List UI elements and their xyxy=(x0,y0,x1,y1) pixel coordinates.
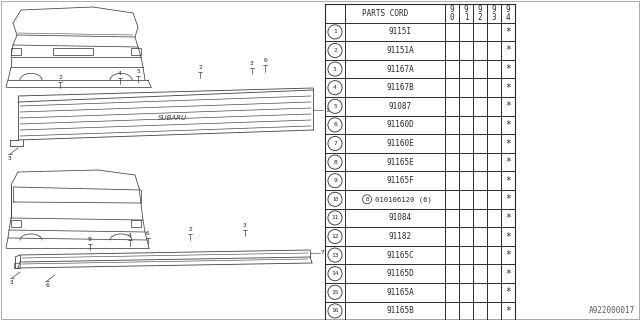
Circle shape xyxy=(328,62,342,76)
Text: 91165B: 91165B xyxy=(386,307,414,316)
Text: 6: 6 xyxy=(45,283,49,288)
Text: 91087: 91087 xyxy=(388,102,412,111)
Text: 9
3: 9 3 xyxy=(492,5,496,22)
Text: 6: 6 xyxy=(263,58,267,63)
Text: 3: 3 xyxy=(243,223,247,228)
Text: 91167B: 91167B xyxy=(386,83,414,92)
Circle shape xyxy=(328,304,342,318)
Circle shape xyxy=(362,195,371,204)
Text: *: * xyxy=(505,27,511,37)
Text: 91151A: 91151A xyxy=(386,46,414,55)
Text: 15: 15 xyxy=(332,290,339,295)
Text: 7: 7 xyxy=(333,141,337,146)
Text: *: * xyxy=(505,101,511,111)
Circle shape xyxy=(328,211,342,225)
Text: 9: 9 xyxy=(88,237,92,242)
Circle shape xyxy=(328,192,342,206)
Text: 9
0: 9 0 xyxy=(450,5,454,22)
Text: 91182: 91182 xyxy=(388,232,412,241)
Bar xyxy=(131,48,141,55)
Text: 2: 2 xyxy=(198,65,202,70)
Circle shape xyxy=(328,99,342,113)
Text: 9
1: 9 1 xyxy=(464,5,468,22)
Text: *: * xyxy=(505,306,511,316)
Text: 4: 4 xyxy=(128,233,132,238)
Circle shape xyxy=(328,248,342,262)
Text: 9115I: 9115I xyxy=(388,28,412,36)
Bar xyxy=(11,48,21,55)
Circle shape xyxy=(328,285,342,300)
Bar xyxy=(11,220,21,227)
Bar xyxy=(131,220,141,227)
Text: 1: 1 xyxy=(325,108,329,113)
Text: 010106120 (6): 010106120 (6) xyxy=(374,196,431,203)
Text: 9
2: 9 2 xyxy=(477,5,483,22)
Text: 91165D: 91165D xyxy=(386,269,414,278)
Text: *: * xyxy=(505,194,511,204)
Text: *: * xyxy=(505,139,511,148)
Text: 91167A: 91167A xyxy=(386,65,414,74)
Text: 91165F: 91165F xyxy=(386,176,414,185)
Text: *: * xyxy=(505,157,511,167)
Text: 3: 3 xyxy=(250,61,254,66)
Text: 8: 8 xyxy=(333,160,337,164)
Text: *: * xyxy=(505,213,511,223)
Circle shape xyxy=(328,118,342,132)
Bar xyxy=(14,263,20,268)
Text: 10: 10 xyxy=(332,197,338,202)
Text: A922000017: A922000017 xyxy=(589,306,635,315)
Text: *: * xyxy=(505,250,511,260)
Text: SUBARU: SUBARU xyxy=(159,115,188,121)
Bar xyxy=(53,48,93,55)
Text: 7: 7 xyxy=(321,251,324,255)
Text: 91084: 91084 xyxy=(388,213,412,222)
Text: 6: 6 xyxy=(333,122,337,127)
Text: B: B xyxy=(365,197,369,202)
Text: 5: 5 xyxy=(333,104,337,109)
Text: *: * xyxy=(505,64,511,74)
Text: 13: 13 xyxy=(332,252,339,258)
Text: 91160E: 91160E xyxy=(386,139,414,148)
Circle shape xyxy=(328,174,342,188)
Circle shape xyxy=(328,25,342,39)
Text: 2: 2 xyxy=(188,227,192,232)
Text: 12: 12 xyxy=(332,234,339,239)
Circle shape xyxy=(328,44,342,58)
Circle shape xyxy=(328,267,342,281)
Text: 3: 3 xyxy=(10,280,14,285)
Text: 4: 4 xyxy=(333,85,337,90)
Text: *: * xyxy=(505,176,511,186)
Text: 6: 6 xyxy=(146,231,150,236)
Circle shape xyxy=(328,81,342,95)
Circle shape xyxy=(328,155,342,169)
Text: 11: 11 xyxy=(332,215,339,220)
Text: 91165E: 91165E xyxy=(386,158,414,167)
Bar xyxy=(325,4,515,320)
Text: PARTS CORD: PARTS CORD xyxy=(362,9,408,18)
Text: *: * xyxy=(505,120,511,130)
Text: 5: 5 xyxy=(136,69,140,74)
Text: 4: 4 xyxy=(118,71,122,76)
Text: 9
4: 9 4 xyxy=(506,5,510,22)
Text: 2: 2 xyxy=(58,75,62,80)
Text: *: * xyxy=(505,45,511,55)
Text: 14: 14 xyxy=(332,271,339,276)
Text: 2: 2 xyxy=(333,48,337,53)
Text: 91160D: 91160D xyxy=(386,120,414,129)
Text: 3: 3 xyxy=(333,67,337,72)
Circle shape xyxy=(328,229,342,244)
Text: 16: 16 xyxy=(332,308,339,313)
Text: *: * xyxy=(505,287,511,297)
Text: 91165A: 91165A xyxy=(386,288,414,297)
Text: *: * xyxy=(505,231,511,242)
Text: 91165C: 91165C xyxy=(386,251,414,260)
Circle shape xyxy=(328,136,342,151)
Text: 9: 9 xyxy=(333,178,337,183)
Text: 1: 1 xyxy=(333,29,337,34)
Text: 3: 3 xyxy=(8,156,12,161)
Text: *: * xyxy=(505,269,511,279)
Text: *: * xyxy=(505,83,511,93)
